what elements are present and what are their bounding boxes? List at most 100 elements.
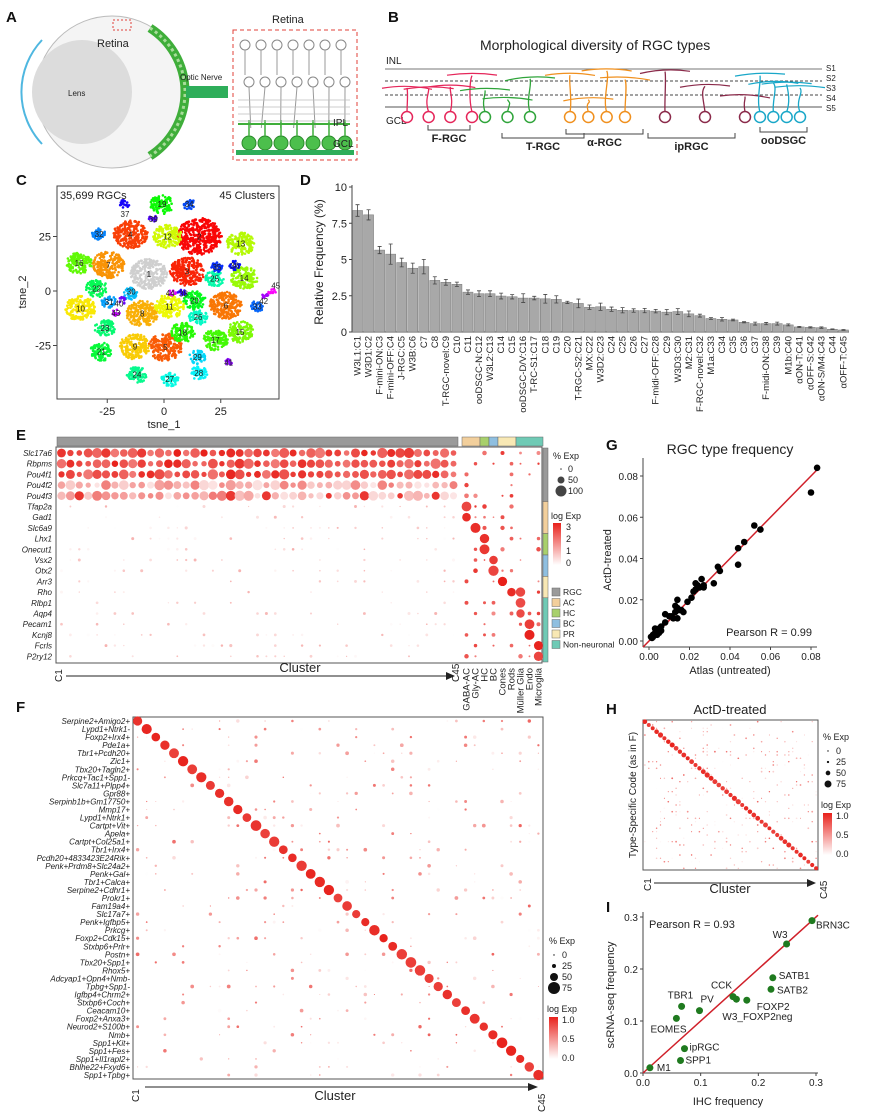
expression-dot [164, 470, 173, 479]
tsne-point [237, 252, 240, 255]
expression-dot [243, 458, 254, 469]
tsne-point [133, 219, 137, 223]
tsne-point [138, 242, 141, 245]
tsne-point [90, 264, 93, 268]
tsne-point [96, 268, 100, 272]
tsne-point [154, 270, 158, 274]
tsne-point [255, 280, 259, 283]
tsne-point [190, 252, 194, 255]
tsne-point [141, 226, 145, 230]
tsne-point [195, 224, 199, 227]
tsne-point [100, 287, 104, 291]
tsne-point [216, 345, 220, 349]
tsne-point [208, 345, 212, 348]
tsne-point [94, 356, 97, 360]
expression-dot [119, 449, 128, 457]
bar-13 [484, 293, 496, 333]
panel-letter-a: A [6, 9, 17, 26]
tsne-point [103, 273, 106, 277]
group-label: α-RGC [587, 137, 622, 149]
inner-nuclear-cell [259, 76, 271, 88]
tsne-point [191, 220, 194, 223]
tsne-point [102, 358, 106, 362]
tsne-point [183, 223, 187, 226]
bar-category-label: MX:C22 [584, 336, 595, 370]
tsne-point [131, 353, 134, 357]
tsne-point [148, 305, 152, 309]
tsne-point [87, 300, 91, 304]
tsne-point [148, 319, 151, 323]
tsne-point [136, 381, 139, 384]
rgc-soma [698, 110, 712, 124]
tsne-point [137, 341, 141, 345]
tsne-point [197, 265, 200, 268]
tsne-point [113, 266, 117, 270]
tsne-point [179, 282, 182, 286]
bar-category-label: M2:C31 [684, 336, 695, 369]
tsne-point [183, 225, 187, 229]
bar-category-label: C19 [551, 336, 562, 353]
tsne-point [245, 249, 248, 253]
tsne-point [154, 240, 158, 243]
tsne-point [66, 304, 69, 308]
tsne-point [76, 297, 80, 300]
bar-category-label: T-RGC-novel:C9 [441, 336, 452, 406]
expression-dot [386, 469, 396, 480]
tsne-point [225, 310, 228, 314]
expression-dot [57, 448, 66, 458]
tsne-point [193, 271, 196, 274]
tsne-point [179, 273, 182, 277]
tsne-point [156, 349, 160, 353]
tsne-point [212, 232, 215, 236]
tsne-point [147, 322, 150, 326]
tsne-point [182, 324, 185, 328]
bar-category-label: W3B:C6 [408, 336, 419, 371]
tsne-point [89, 315, 93, 319]
tsne-point [129, 336, 132, 340]
inner-nuclear-cell [339, 76, 351, 88]
tsne-point [239, 284, 243, 287]
expression-dot [397, 471, 404, 478]
tsne-point [196, 229, 199, 233]
tsne-point [243, 236, 246, 239]
tsne-point [147, 344, 151, 348]
x-tick-label: 25 [215, 406, 227, 418]
tsne-point [203, 239, 206, 242]
error-bar [830, 328, 835, 330]
tsne-point [214, 312, 217, 316]
tsne-point [121, 237, 125, 241]
expression-dot [270, 459, 280, 469]
expression-dot [360, 459, 369, 468]
tsne-point [127, 353, 130, 357]
tsne-point [148, 264, 152, 268]
tsne-point [185, 237, 188, 240]
tsne-point [199, 234, 203, 237]
tsne-point [125, 344, 129, 348]
stratum-label-s3: S3 [826, 84, 836, 93]
tsne-point [187, 269, 191, 272]
tsne-point [255, 276, 259, 280]
tsne-point [169, 340, 172, 344]
y-tick-label: 0 [45, 286, 51, 298]
tsne-point [156, 277, 159, 281]
expression-dot [306, 459, 316, 468]
tsne-point [160, 294, 164, 298]
bar-6 [407, 267, 419, 333]
tsne-point [144, 306, 147, 310]
tsne-point [269, 290, 273, 294]
tsne-point [141, 235, 145, 238]
expression-dot [137, 459, 146, 468]
tsne-point [250, 334, 253, 338]
expression-dot [181, 459, 191, 469]
tsne-point [165, 343, 169, 347]
expression-dot [111, 460, 119, 467]
group-bracket [501, 133, 585, 139]
tsne-point [132, 367, 136, 371]
tsne-point [134, 227, 138, 230]
tsne-point [163, 243, 166, 247]
cluster-label: 24 [133, 371, 142, 380]
expression-dot [225, 469, 236, 480]
tsne-point [243, 231, 247, 235]
cluster-label: 18 [178, 328, 187, 337]
tsne-point [123, 227, 127, 231]
